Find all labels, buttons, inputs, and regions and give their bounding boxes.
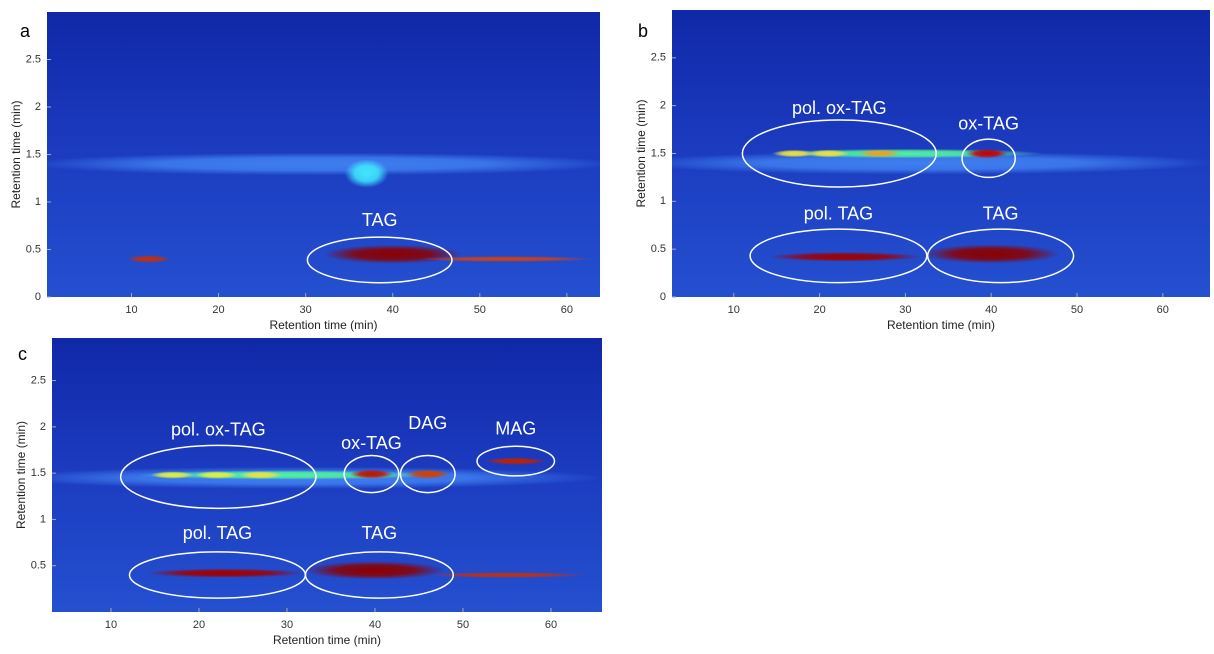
x-tick-label: 40 xyxy=(985,304,997,316)
peak xyxy=(146,568,305,578)
peak xyxy=(922,244,1060,264)
region-outline xyxy=(476,445,556,477)
peak xyxy=(349,469,394,479)
peak xyxy=(304,561,446,580)
peak xyxy=(858,149,902,158)
region-outline xyxy=(343,454,400,494)
peak xyxy=(344,159,389,188)
peak xyxy=(806,149,850,158)
x-tick-label: 60 xyxy=(545,619,557,631)
region-label: pol. TAG xyxy=(183,523,252,543)
x-tick-label: 50 xyxy=(1071,304,1083,316)
region-outline xyxy=(961,138,1016,179)
y-tick-label: 1.5 xyxy=(31,467,46,479)
x-tick-label: 40 xyxy=(387,304,399,316)
panel-label: b xyxy=(638,21,648,41)
y-tick-label: 1 xyxy=(40,513,46,525)
region-outline xyxy=(119,444,317,510)
x-tick-label: 30 xyxy=(281,619,293,631)
y-tick-label: 2 xyxy=(35,101,41,113)
x-tick-label: 30 xyxy=(899,304,911,316)
region-outline xyxy=(304,551,455,599)
y-tick-label: 2 xyxy=(660,100,666,112)
peak xyxy=(772,149,816,158)
x-tick-label: 10 xyxy=(125,304,137,316)
x-tick-label: 20 xyxy=(813,304,825,316)
x-tick-label: 40 xyxy=(369,619,381,631)
x-tick-label: 10 xyxy=(728,304,740,316)
peak xyxy=(965,148,1009,159)
x-tick-label: 60 xyxy=(1157,304,1169,316)
region-outline xyxy=(399,454,456,494)
region-label: pol. ox-TAG xyxy=(171,419,266,439)
region-outline xyxy=(749,228,928,284)
y-tick-label: 1 xyxy=(660,195,666,207)
y-axis-label: Retention time (min) xyxy=(14,421,28,529)
panel-label: a xyxy=(20,21,31,41)
region-label: pol. TAG xyxy=(804,203,873,223)
x-axis-label: Retention time (min) xyxy=(273,633,381,647)
plot-area xyxy=(47,152,600,264)
x-tick-label: 20 xyxy=(193,619,205,631)
peak xyxy=(427,572,587,578)
region-label: ox-TAG xyxy=(958,114,1019,134)
peak xyxy=(418,256,594,262)
y-tick-label: 2.5 xyxy=(31,374,46,386)
peak xyxy=(127,255,171,263)
y-tick-label: 2.5 xyxy=(26,53,41,65)
panel: pol. ox-TAG ox-TAG DAG MAG pol. TAG TAG 10 20 30… xyxy=(14,338,602,647)
y-tick-label: 1 xyxy=(35,196,41,208)
region-label: MAG xyxy=(495,418,536,438)
x-tick-label: 30 xyxy=(300,304,312,316)
y-tick-label: 0 xyxy=(35,291,41,303)
y-axis-label: Retention time (min) xyxy=(9,100,23,208)
plot-area xyxy=(52,457,602,580)
peak xyxy=(405,469,450,479)
x-tick-label: 10 xyxy=(105,619,117,631)
y-tick-label: 0.5 xyxy=(651,243,666,255)
x-tick-label: 60 xyxy=(561,304,573,316)
x-axis-label: Retention time (min) xyxy=(269,318,377,332)
y-tick-label: 1.5 xyxy=(651,147,666,159)
region-outline xyxy=(741,119,938,188)
panel: TAG 10 20 30 40 50 60 0 0.5 1 1.5 2 2.5 Retention tim… xyxy=(9,12,600,332)
region-label: pol. ox-TAG xyxy=(792,98,887,118)
region-label: TAG xyxy=(983,203,1019,223)
y-tick-label: 1.5 xyxy=(26,148,41,160)
peak xyxy=(672,151,1210,175)
region-label: TAG xyxy=(362,523,398,543)
y-axis-label: Retention time (min) xyxy=(634,99,648,207)
peak xyxy=(238,471,283,479)
plot-area xyxy=(672,148,1210,264)
x-tick-label: 50 xyxy=(474,304,486,316)
region-outline xyxy=(926,228,1075,284)
region-label: TAG xyxy=(362,210,398,230)
region-label: DAG xyxy=(408,413,447,433)
y-tick-label: 0.5 xyxy=(31,560,46,572)
peak xyxy=(484,457,547,465)
peak xyxy=(47,152,600,176)
x-tick-label: 20 xyxy=(212,304,224,316)
region-label: ox-TAG xyxy=(341,433,402,453)
y-tick-label: 2.5 xyxy=(651,52,666,64)
peak xyxy=(194,471,239,479)
peak xyxy=(768,252,923,262)
panel-label: c xyxy=(18,344,27,364)
y-tick-label: 2 xyxy=(40,421,46,433)
peak xyxy=(150,471,195,479)
y-tick-label: 0.5 xyxy=(26,243,41,255)
region-outline xyxy=(306,236,453,284)
x-axis-label: Retention time (min) xyxy=(887,318,995,332)
x-tick-label: 50 xyxy=(457,619,469,631)
y-tick-label: 0 xyxy=(660,291,666,303)
